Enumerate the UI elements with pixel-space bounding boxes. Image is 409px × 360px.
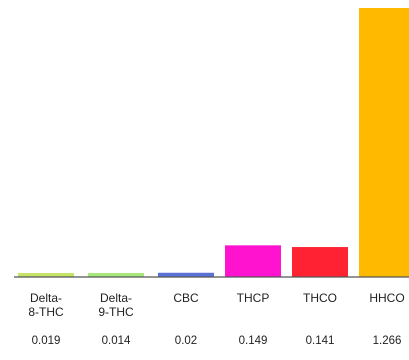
category-label-line: THCO (303, 291, 337, 305)
category-label-line: HHCO (369, 291, 404, 305)
category-label-line: Delta- (100, 291, 132, 305)
value-label-0: 0.019 (32, 335, 61, 347)
category-label-0: Delta-8-THC (28, 291, 64, 319)
category-label-5: HHCO (369, 291, 404, 305)
category-label-line: 9-THC (98, 305, 134, 319)
bar-2 (158, 272, 214, 277)
bar-3 (225, 245, 281, 277)
value-labels: 0.019 0.014 0.02 0.149 0.141 1.266 (32, 335, 402, 347)
value-label-5: 1.266 (373, 335, 402, 347)
value-label-4: 0.141 (306, 335, 335, 347)
bar-5 (359, 8, 409, 277)
value-label-3: 0.149 (239, 335, 268, 347)
bar-1 (88, 273, 144, 277)
bar-0 (18, 272, 74, 277)
category-label-line: 8-THC (28, 305, 64, 319)
category-label-4: THCO (303, 291, 337, 305)
category-label-1: Delta-9-THC (98, 291, 134, 319)
bars-group (18, 8, 409, 277)
value-label-1: 0.014 (102, 335, 131, 347)
category-label-2: CBC (173, 291, 199, 305)
category-label-3: THCP (237, 291, 270, 305)
category-label-line: Delta- (30, 291, 62, 305)
category-label-line: THCP (237, 291, 270, 305)
value-label-2: 0.02 (175, 335, 197, 347)
bar-4 (292, 247, 348, 277)
category-label-line: CBC (173, 291, 199, 305)
